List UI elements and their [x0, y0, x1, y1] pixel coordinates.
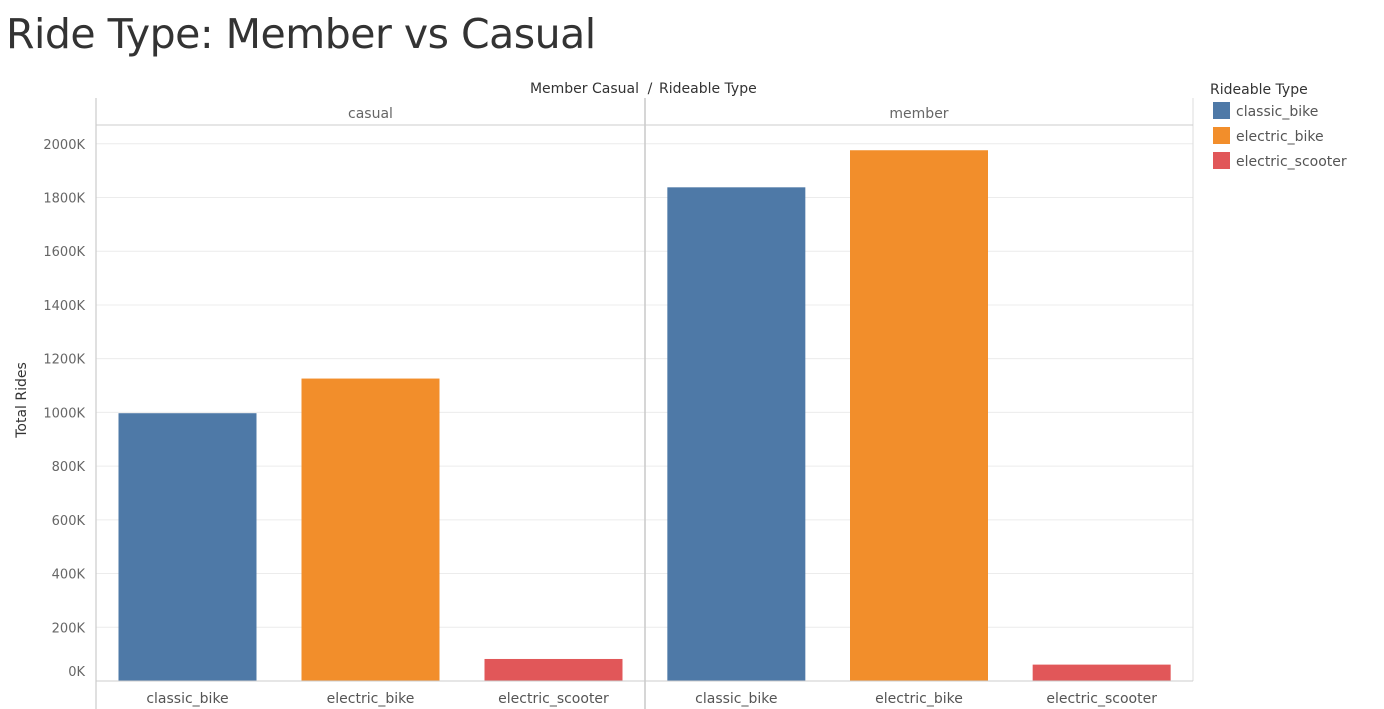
bar-casual-electric_scooter[interactable] — [484, 658, 623, 681]
y-tick-label: 2000K — [43, 138, 85, 153]
legend-label-classic_bike: classic_bike — [1236, 104, 1318, 120]
bar-member-electric_bike[interactable] — [850, 150, 988, 682]
y-tick-label: 200K — [52, 621, 86, 636]
header-field-right: Rideable Type — [659, 81, 757, 97]
legend-title: Rideable Type — [1210, 82, 1308, 98]
x-tick-label: electric_scooter — [1046, 691, 1157, 707]
header-separator: / — [648, 81, 653, 97]
y-tick-label: 1800K — [43, 192, 85, 207]
legend-label-electric_scooter: electric_scooter — [1236, 154, 1347, 170]
legend-label-electric_bike: electric_bike — [1236, 129, 1324, 145]
chart-header: Member Casual / Rideable Type — [530, 81, 757, 97]
x-tick-label: electric_scooter — [498, 691, 609, 707]
bar-member-classic_bike[interactable] — [667, 187, 806, 681]
y-tick-label: 1200K — [43, 353, 85, 368]
bar-casual-classic_bike[interactable] — [118, 413, 257, 681]
bar-member-electric_scooter[interactable] — [1032, 664, 1171, 681]
y-tick-label: 1000K — [43, 406, 85, 421]
x-tick-label: electric_bike — [327, 691, 415, 707]
legend-swatch-electric_scooter — [1213, 152, 1230, 169]
y-tick-label: 1600K — [43, 245, 85, 260]
bars — [118, 150, 1171, 682]
bar-casual-electric_bike[interactable] — [301, 378, 440, 681]
y-tick-label: 0K — [68, 665, 85, 680]
y-tick-label: 1400K — [43, 299, 85, 314]
panel-label-member: member — [889, 106, 948, 122]
y-tick-label: 600K — [52, 514, 86, 529]
legend-swatch-classic_bike — [1213, 102, 1230, 119]
legend-swatch-electric_bike — [1213, 127, 1230, 144]
panel-label-casual: casual — [348, 106, 393, 122]
page-title: Ride Type: Member vs Casual — [6, 10, 596, 58]
x-tick-label: classic_bike — [146, 691, 228, 707]
panel-headers: casual member — [348, 106, 949, 122]
y-tick-label: 800K — [52, 460, 86, 475]
header-field-left: Member Casual — [530, 81, 639, 97]
y-tick-label: 400K — [52, 568, 86, 583]
y-axis: 0K 200K 400K 600K 800K 1000K 1200K 1400K 1600K 18… — [43, 138, 85, 680]
x-axis: classic_bike electric_bike electric_scoote… — [146, 691, 1157, 707]
chart-frame — [95, 98, 1194, 709]
x-tick-label: classic_bike — [695, 691, 777, 707]
y-axis-title: Total Rides — [14, 362, 30, 439]
legend[interactable]: Rideable Type classic_bike electric_bikee… — [1210, 82, 1347, 170]
x-tick-label: electric_bike — [875, 691, 963, 707]
